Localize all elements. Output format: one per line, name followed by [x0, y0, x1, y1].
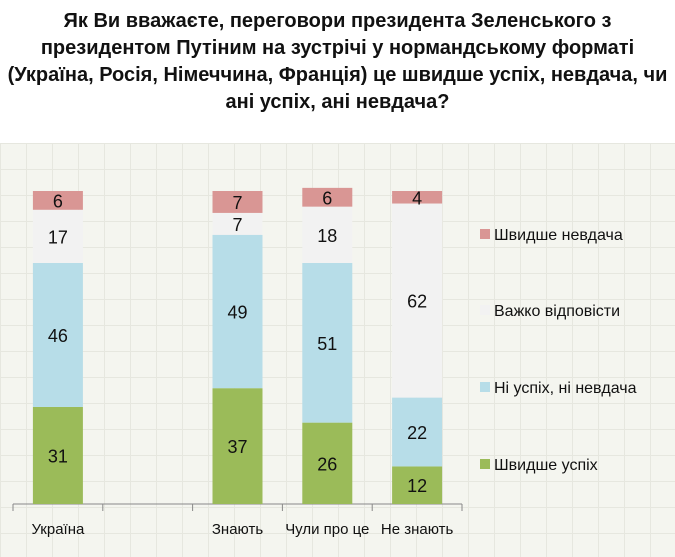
bar-segment [212, 234, 263, 389]
legend-swatch [480, 459, 490, 469]
data-label: 17 [48, 227, 68, 247]
data-label: 49 [227, 303, 247, 323]
bar-segment [392, 466, 443, 504]
bar-segment [302, 262, 353, 423]
bar-segment [392, 397, 443, 467]
bar-segment [302, 187, 353, 207]
legend-label: Швидше успіх [494, 457, 598, 474]
legend-swatch [480, 382, 490, 392]
x-tick-label: Україна [31, 521, 85, 538]
bar-segment [212, 388, 263, 504]
data-label: 18 [317, 226, 337, 246]
data-label: 12 [407, 476, 427, 496]
bar-segment [392, 203, 443, 398]
legend-label: Швидше невдача [494, 227, 623, 244]
bar-segment [212, 212, 263, 235]
legend-label: Важко відповісти [494, 303, 620, 320]
data-label: 6 [53, 191, 63, 211]
data-label: 46 [48, 326, 68, 346]
bar-segment [302, 206, 353, 263]
data-label: 51 [317, 334, 337, 354]
legend-swatch [480, 229, 490, 239]
bar-segment [32, 406, 83, 504]
data-label: 6 [322, 188, 332, 208]
data-label: 26 [317, 454, 337, 474]
bar-segment [302, 422, 353, 504]
bar-segment [32, 209, 83, 263]
data-label: 7 [232, 193, 242, 213]
bar-segment [392, 191, 443, 204]
x-tick-label: Не знають [381, 521, 454, 538]
bar-segment [212, 191, 263, 213]
data-label: 37 [227, 437, 247, 457]
x-tick-label: Чули про це [285, 521, 369, 538]
chart-title: Як Ви вважаєте, переговори президента Зе… [7, 10, 668, 113]
x-tick-label: Знають [212, 521, 263, 538]
bar-segment [32, 191, 83, 210]
data-label: 62 [407, 292, 427, 312]
legend-swatch [480, 305, 490, 315]
data-label: 31 [48, 446, 68, 466]
legend-label: Ні успіх, ні невдача [494, 380, 637, 397]
data-label: 7 [232, 215, 242, 235]
data-label: 22 [407, 423, 427, 443]
data-label: 4 [412, 188, 422, 208]
bar-segment [32, 262, 83, 407]
